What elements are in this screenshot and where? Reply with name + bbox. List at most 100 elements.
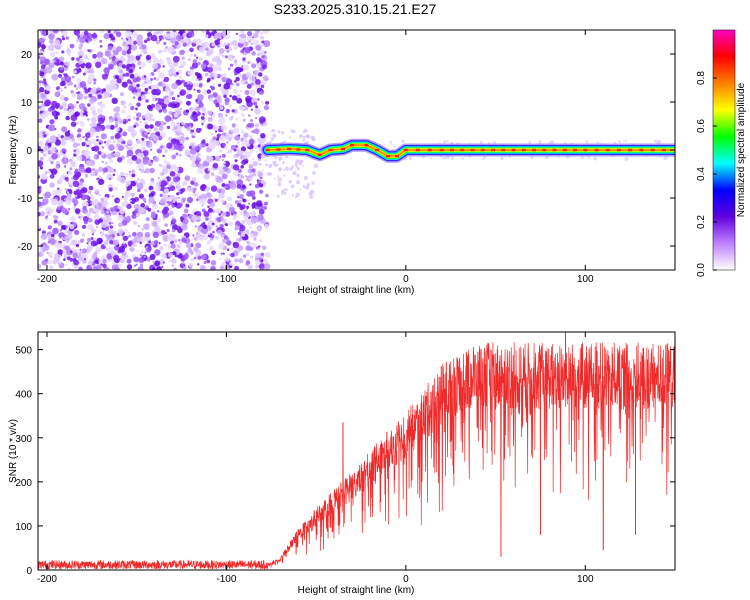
- noise-dot: [89, 124, 92, 126]
- noise-dot: [39, 156, 44, 161]
- noise-dot: [260, 84, 265, 89]
- noise-dot: [230, 252, 235, 258]
- noise-dot: [126, 115, 132, 121]
- noise-dot: [168, 210, 174, 216]
- noise-dot: [133, 91, 137, 95]
- noise-dot: [237, 168, 242, 173]
- noise-dot: [176, 121, 180, 125]
- noise-dot: [162, 65, 165, 68]
- noise-dot: [222, 252, 225, 255]
- noise-dot: [310, 135, 315, 140]
- noise-dot: [98, 178, 105, 185]
- noise-dot: [294, 163, 298, 167]
- noise-dot: [195, 99, 198, 102]
- noise-dot: [193, 127, 195, 130]
- noise-dot: [131, 173, 136, 178]
- noise-dot: [249, 177, 253, 181]
- noise-dot: [41, 230, 46, 235]
- noise-dot: [138, 257, 145, 263]
- noise-dot: [173, 267, 177, 270]
- noise-dot: [241, 65, 244, 68]
- noise-dot: [113, 186, 118, 191]
- noise-dot: [49, 119, 55, 125]
- noise-dot: [445, 139, 449, 143]
- noise-dot: [73, 149, 77, 153]
- noise-dot: [137, 224, 141, 228]
- noise-dot: [46, 169, 51, 174]
- noise-dot: [121, 64, 127, 69]
- noise-dot: [66, 233, 73, 240]
- noise-dot: [234, 200, 239, 205]
- noise-dot: [443, 140, 447, 144]
- noise-dot: [173, 176, 179, 183]
- noise-dot: [302, 185, 305, 188]
- noise-dot: [194, 145, 201, 152]
- noise-dot: [209, 202, 215, 208]
- noise-dot: [41, 80, 45, 84]
- noise-dot: [187, 69, 194, 76]
- noise-dot: [105, 124, 111, 130]
- noise-dot: [226, 248, 230, 252]
- colorbar-tick-label: 0.4: [696, 167, 707, 181]
- noise-dot: [201, 114, 204, 117]
- noise-dot: [221, 158, 225, 162]
- noise-dot: [85, 211, 92, 218]
- noise-dot: [124, 172, 129, 178]
- noise-dot: [84, 173, 89, 178]
- noise-dot: [64, 75, 72, 83]
- noise-dot: [295, 192, 300, 198]
- noise-dot: [136, 83, 140, 88]
- noise-dot: [93, 169, 99, 175]
- noise-dot: [137, 177, 140, 181]
- noise-dot: [137, 207, 145, 214]
- noise-dot: [254, 123, 260, 128]
- noise-dot: [238, 224, 246, 232]
- noise-dot: [57, 220, 63, 227]
- noise-dot: [296, 167, 300, 171]
- chart-title: S233.2025.310.15.21.E27: [273, 1, 437, 17]
- noise-dot: [132, 77, 138, 83]
- noise-dot: [95, 125, 102, 132]
- noise-dot: [132, 231, 137, 237]
- noise-dot: [69, 224, 75, 230]
- noise-dot: [240, 112, 245, 118]
- noise-dot: [153, 126, 158, 132]
- noise-dot: [624, 157, 629, 161]
- noise-dot: [250, 235, 254, 239]
- noise-dot: [199, 264, 206, 270]
- noise-dot: [154, 240, 159, 245]
- spectrogram-xtick-label: -100: [216, 274, 236, 285]
- noise-dot: [142, 158, 149, 165]
- noise-dot: [239, 34, 242, 38]
- noise-dot: [157, 177, 161, 180]
- noise-dot: [126, 149, 134, 157]
- noise-dot: [179, 39, 185, 44]
- noise-dot: [66, 195, 72, 202]
- noise-dot: [177, 245, 181, 249]
- noise-dot: [202, 221, 206, 225]
- noise-dot: [242, 189, 246, 193]
- noise-dot: [40, 93, 47, 100]
- noise-dot: [141, 83, 146, 87]
- noise-dot: [228, 56, 233, 61]
- noise-dot: [173, 30, 176, 33]
- noise-dot: [115, 75, 119, 80]
- spectrogram-x-label: Height of straight line (km): [298, 285, 415, 296]
- noise-dot: [283, 174, 286, 177]
- noise-dot: [126, 255, 129, 258]
- noise-dot: [121, 37, 124, 40]
- noise-dot: [234, 66, 242, 74]
- noise-dot: [171, 264, 175, 268]
- noise-dot: [225, 114, 228, 117]
- noise-dot: [184, 175, 191, 181]
- noise-dot: [60, 76, 66, 82]
- noise-dot: [207, 116, 213, 122]
- ridge-peak: [328, 148, 333, 152]
- noise-dot: [133, 264, 137, 267]
- noise-dot: [295, 159, 300, 164]
- noise-dot: [79, 181, 83, 186]
- noise-dot: [141, 138, 145, 141]
- noise-dot: [234, 80, 237, 83]
- ridge-peak: [296, 148, 301, 151]
- noise-dot: [188, 262, 194, 268]
